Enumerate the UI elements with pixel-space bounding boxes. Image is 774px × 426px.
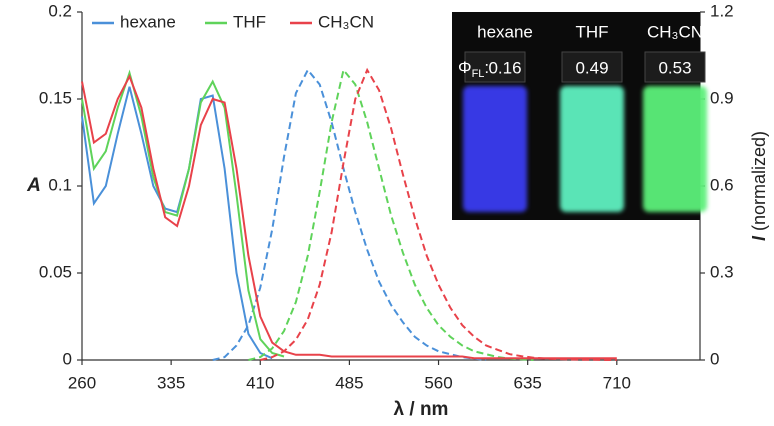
absorption-line — [81, 69, 285, 358]
emission-line — [212, 68, 487, 361]
y-tick-label: 0 — [63, 349, 72, 368]
emission-line — [260, 67, 617, 361]
y2-axis-text: (normalized) — [749, 131, 769, 231]
inset-label: CH₃CN — [647, 22, 703, 41]
vial-cap — [644, 51, 706, 83]
vial-glow — [463, 86, 527, 212]
phi-suffix: : — [484, 58, 489, 77]
phi-symbol: Φ — [458, 58, 472, 77]
legend-label: THF — [233, 12, 266, 31]
y2-tick-label: 0.3 — [710, 262, 734, 281]
x-axis-label: λ / nm — [394, 399, 449, 420]
inset-label: THF — [575, 22, 608, 41]
y-tick-label: 0.2 — [48, 1, 72, 20]
inset-label: hexane — [477, 22, 533, 41]
y2-axis-label: I (normalized) — [749, 131, 769, 241]
y2-tick-label: 1.2 — [710, 1, 734, 20]
x-tick-label: 560 — [424, 373, 452, 392]
x-tick-label: 335 — [157, 373, 185, 392]
x-tick-label: 485 — [335, 373, 363, 392]
x-tick-label: 410 — [246, 373, 274, 392]
vial-glow — [643, 86, 707, 212]
y-tick-label: 0.05 — [39, 262, 72, 281]
absorption-line — [81, 73, 617, 360]
y-tick-label: 0.15 — [39, 88, 72, 107]
emission-line — [248, 67, 534, 361]
vial-cap — [464, 51, 526, 83]
x-tick-label: 710 — [603, 373, 631, 392]
inset-value: 0.53 — [658, 58, 691, 77]
y-axis-label: A — [26, 175, 41, 196]
y2-tick-label: 0 — [710, 349, 719, 368]
y2-axis-symbol: I — [749, 235, 769, 241]
x-tick-label: 260 — [68, 373, 96, 392]
vial-cap — [561, 51, 623, 83]
x-tick-label: 635 — [513, 373, 541, 392]
inset-value: 0.49 — [575, 58, 608, 77]
legend-label: CH₃CN — [318, 12, 374, 31]
legend-label: hexane — [120, 12, 176, 31]
y2-tick-label: 0.9 — [710, 88, 734, 107]
inset-value: 0.16 — [488, 58, 521, 77]
vial-glow — [560, 86, 624, 212]
phi-subscript: FL — [472, 68, 485, 80]
y-tick-label: 0.1 — [48, 175, 72, 194]
y2-tick-label: 0.6 — [710, 175, 734, 194]
inset-phi: ΦFL: — [458, 58, 489, 79]
